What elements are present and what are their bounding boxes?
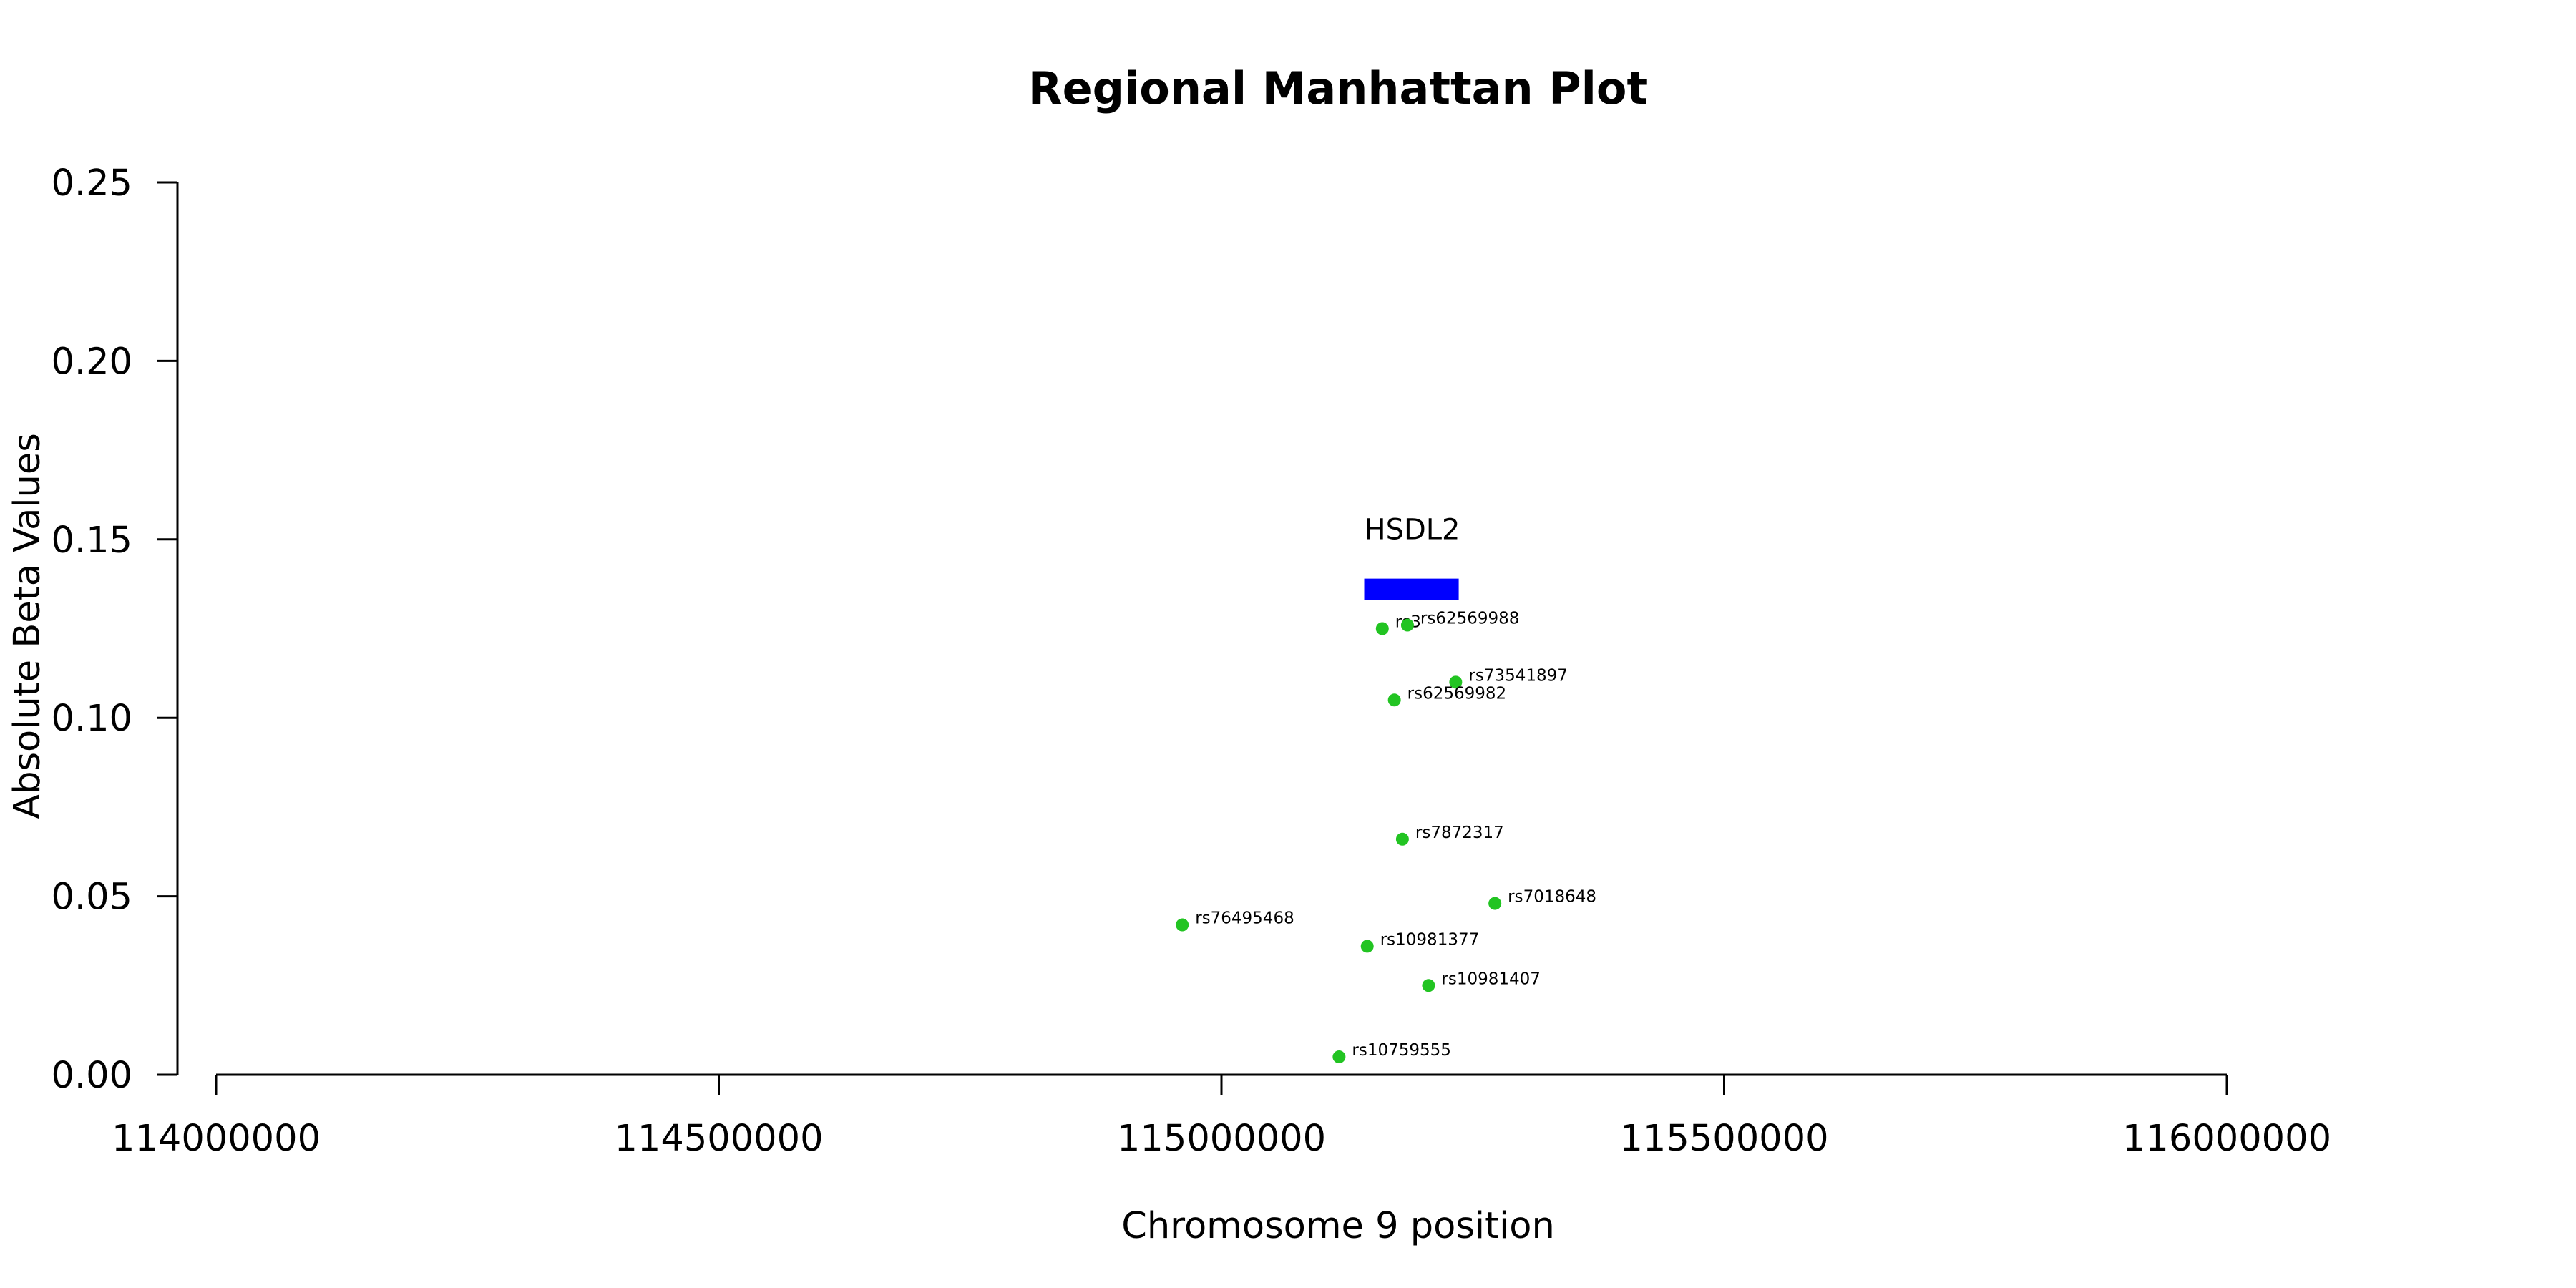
snp-label: rs10759555	[1352, 1041, 1451, 1060]
snp-label: rs62569988	[1420, 610, 1520, 628]
y-tick-label: 0.20	[51, 341, 132, 383]
y-tick-label: 0.25	[51, 162, 132, 205]
snp-point	[1375, 622, 1389, 635]
x-tick-label: 116000000	[2122, 1118, 2331, 1160]
snp-point	[1332, 1050, 1346, 1064]
x-tick-label: 114000000	[112, 1118, 321, 1160]
chart-title: Regional Manhattan Plot	[1028, 62, 1648, 114]
y-tick-label: 0.05	[51, 877, 132, 919]
snp-point	[1176, 918, 1189, 932]
snp-label: rs7872317	[1415, 824, 1504, 842]
snp-point	[1360, 940, 1374, 953]
y-tick-label: 0.10	[51, 698, 132, 740]
x-tick-label: 114500000	[614, 1118, 823, 1160]
snp-label: rs73541897	[1468, 666, 1568, 685]
snp-label: rs7018648	[1508, 888, 1596, 907]
gene-track: HSDL2	[1364, 514, 1460, 600]
snp-label: rs76495468	[1195, 909, 1294, 928]
snp-point	[1387, 693, 1401, 707]
snp-label: rs62569982	[1407, 684, 1507, 703]
snp-point	[1422, 979, 1435, 992]
x-tick-label: 115500000	[1619, 1118, 1828, 1160]
gene-bar	[1364, 578, 1459, 600]
gene-label: HSDL2	[1365, 514, 1460, 547]
x-axis-label: Chromosome 9 position	[1121, 1205, 1555, 1247]
y-tick-label: 0.00	[51, 1055, 132, 1097]
x-tick-label: 115000000	[1117, 1118, 1326, 1160]
y-axis: 0.00 0.05 0.10 0.15 0.20 0.25	[51, 162, 179, 1097]
x-axis: 114000000 114500000 115000000 115500000 1160…	[112, 1073, 2331, 1160]
y-tick-label: 0.15	[51, 519, 132, 562]
y-axis-label: Absolute Beta Values	[6, 433, 49, 819]
snp-points: rs3rs62569988rs73541897rs62569982rs78723…	[1176, 610, 1596, 1064]
snp-label: rs10981377	[1380, 930, 1480, 949]
snp-point	[1488, 897, 1502, 910]
snp-point	[1395, 832, 1409, 846]
snp-point	[1449, 675, 1463, 689]
snp-label: rs10981407	[1441, 970, 1541, 988]
snp-point	[1400, 618, 1414, 632]
